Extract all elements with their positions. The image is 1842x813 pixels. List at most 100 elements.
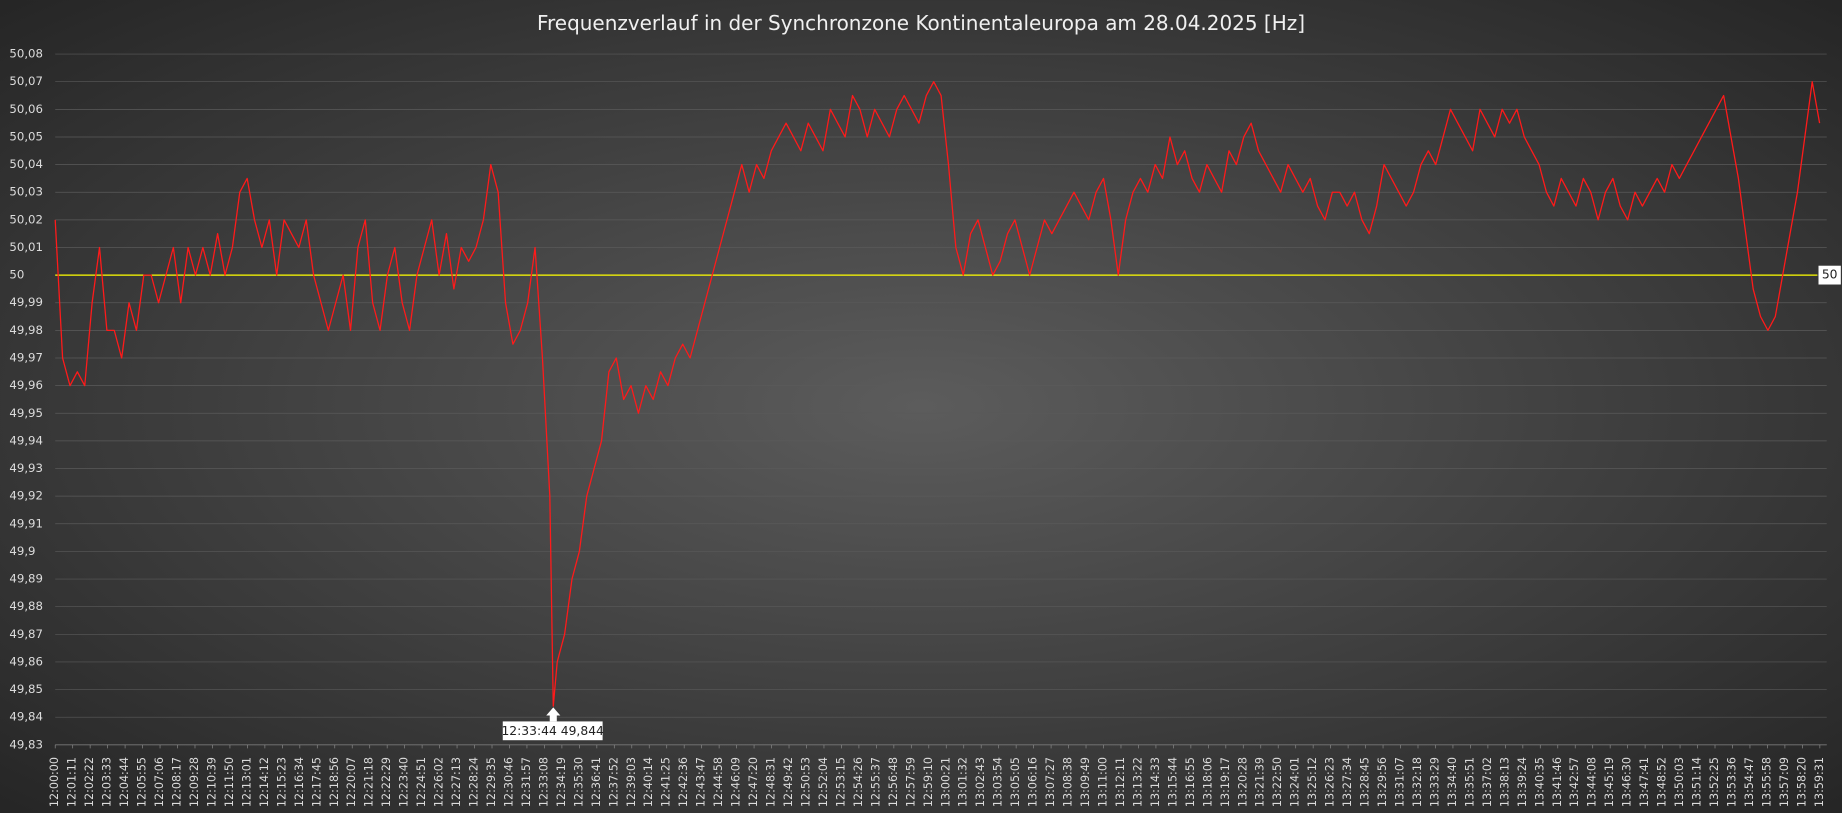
x-tick-label: 13:21:39: [1254, 757, 1267, 807]
y-tick-label: 49,88: [9, 599, 43, 613]
x-tick-label: 13:55:58: [1760, 757, 1773, 807]
x-tick-label: 13:22:50: [1271, 757, 1284, 807]
x-tick-label: 12:28:24: [468, 757, 481, 807]
x-tick-label: 12:17:45: [310, 757, 323, 807]
y-tick-label: 49,92: [9, 489, 43, 503]
x-tick-label: 12:57:59: [904, 757, 917, 807]
y-tick-label: 49,98: [9, 323, 43, 337]
x-tick-label: 13:33:29: [1428, 757, 1441, 807]
x-tick-label: 13:34:40: [1446, 757, 1459, 807]
x-tick-label: 12:23:40: [398, 757, 411, 807]
x-tick-label: 12:07:06: [153, 757, 166, 807]
x-tick-label: 12:00:00: [48, 757, 61, 807]
x-tick-label: 12:26:02: [433, 757, 446, 807]
x-tick-label: 13:47:41: [1638, 757, 1651, 807]
x-tick-label: 12:27:13: [450, 757, 463, 807]
x-tick-label: 12:10:39: [205, 757, 218, 807]
y-tick-label: 49,99: [9, 295, 43, 309]
x-tick-label: 13:16:55: [1184, 757, 1197, 807]
x-tick-label: 13:01:32: [957, 757, 970, 807]
x-tick-label: 12:13:01: [240, 757, 253, 807]
x-tick-label: 13:50:03: [1673, 757, 1686, 807]
annotation-box: [502, 721, 603, 741]
x-tick-label: 13:38:13: [1498, 757, 1511, 807]
x-tick-label: 13:05:05: [1009, 757, 1022, 807]
x-tick-label: 13:26:23: [1324, 757, 1337, 807]
x-tick-label: 13:44:08: [1586, 757, 1599, 807]
x-tick-label: 12:39:03: [625, 757, 638, 807]
x-tick-label: 12:04:44: [118, 757, 131, 807]
y-tick-label: 49,96: [9, 378, 43, 392]
x-tick-label: 12:35:30: [572, 757, 585, 807]
x-tick-label: 13:07:27: [1044, 757, 1057, 807]
x-tick-label: 12:16:34: [293, 757, 306, 807]
x-tick-label: 13:19:17: [1219, 757, 1232, 807]
x-tick-label: 12:03:33: [101, 757, 114, 807]
x-tick-label: 12:54:26: [852, 757, 865, 807]
data-line: [54, 81, 1821, 707]
x-tick-label: 12:08:17: [171, 757, 184, 807]
x-tick-label: 13:18:06: [1201, 757, 1214, 807]
y-tick-label: 49,9: [9, 544, 35, 558]
x-tick-label: 12:29:35: [485, 757, 498, 807]
x-tick-label: 13:51:14: [1691, 757, 1704, 807]
x-tick-label: 13:39:24: [1516, 757, 1529, 807]
x-tick-label: 13:59:31: [1813, 757, 1826, 807]
x-tick-label: 13:11:00: [1097, 757, 1110, 807]
x-tick-label: 12:11:50: [223, 757, 236, 807]
x-tick-label: 13:31:07: [1394, 757, 1407, 807]
x-tick-label: 12:49:42: [782, 757, 795, 807]
x-tick-label: 12:33:08: [537, 757, 550, 807]
x-tick-label: 12:36:41: [590, 757, 603, 807]
x-tick-label: 13:29:56: [1376, 757, 1389, 807]
y-tick-label: 49,83: [9, 737, 43, 751]
x-tick-label: 13:54:47: [1743, 757, 1756, 807]
x-tick-label: 12:18:56: [328, 757, 341, 807]
y-tick-label: 49,91: [9, 516, 43, 530]
x-tick-label: 13:53:36: [1725, 757, 1738, 807]
x-tick-label: 12:09:28: [188, 757, 201, 807]
x-tick-label: 13:09:49: [1079, 757, 1092, 807]
x-tick-label: 12:02:22: [83, 757, 96, 807]
x-tick-label: 13:28:45: [1359, 757, 1372, 807]
x-tick-label: 13:03:54: [992, 757, 1005, 807]
y-tick-label: 49,86: [9, 654, 43, 668]
x-tick-label: 12:44:58: [712, 757, 725, 807]
x-tick-label: 13:32:18: [1411, 757, 1424, 807]
x-tick-label: 13:37:02: [1481, 757, 1494, 807]
x-tick-label: 12:15:23: [275, 757, 288, 807]
x-tick-label: 12:50:53: [799, 757, 812, 807]
x-tick-label: 13:35:51: [1463, 757, 1476, 807]
x-tick-label: 13:45:19: [1603, 757, 1616, 807]
x-tick-label: 13:13:22: [1131, 757, 1144, 807]
y-tick-label: 49,84: [9, 710, 43, 724]
y-tick-label: 49,89: [9, 572, 43, 586]
y-tick-label: 50,02: [9, 212, 43, 226]
annotation-label: 12:33:44 49,844: [501, 724, 604, 738]
y-tick-label: 50: [9, 268, 24, 282]
x-tick-label: 13:20:28: [1236, 757, 1249, 807]
y-tick-label: 49,95: [9, 406, 43, 420]
x-tick-label: 13:46:30: [1621, 757, 1634, 807]
x-tick-label: 13:14:33: [1149, 757, 1162, 807]
y-tick-label: 50,01: [9, 240, 43, 254]
x-tick-label: 13:15:44: [1166, 757, 1179, 807]
x-tick-label: 13:08:38: [1062, 757, 1075, 807]
x-tick-label: 12:37:52: [607, 757, 620, 807]
y-tick-label: 49,97: [9, 351, 43, 365]
y-tick-label: 50,05: [9, 129, 43, 143]
x-tick-label: 13:42:57: [1568, 757, 1581, 807]
x-tick-label: 13:12:11: [1114, 757, 1127, 807]
x-tick-label: 12:31:57: [520, 757, 533, 807]
x-tick-label: 12:47:20: [747, 757, 760, 807]
x-tick-label: 12:34:19: [555, 757, 568, 807]
x-tick-label: 12:41:25: [660, 757, 673, 807]
x-tick-label: 13:06:16: [1027, 757, 1040, 807]
x-tick-label: 12:43:47: [695, 757, 708, 807]
x-tick-label: 12:30:46: [502, 757, 515, 807]
x-tick-label: 12:05:55: [136, 757, 149, 807]
y-tick-label: 49,93: [9, 461, 43, 475]
